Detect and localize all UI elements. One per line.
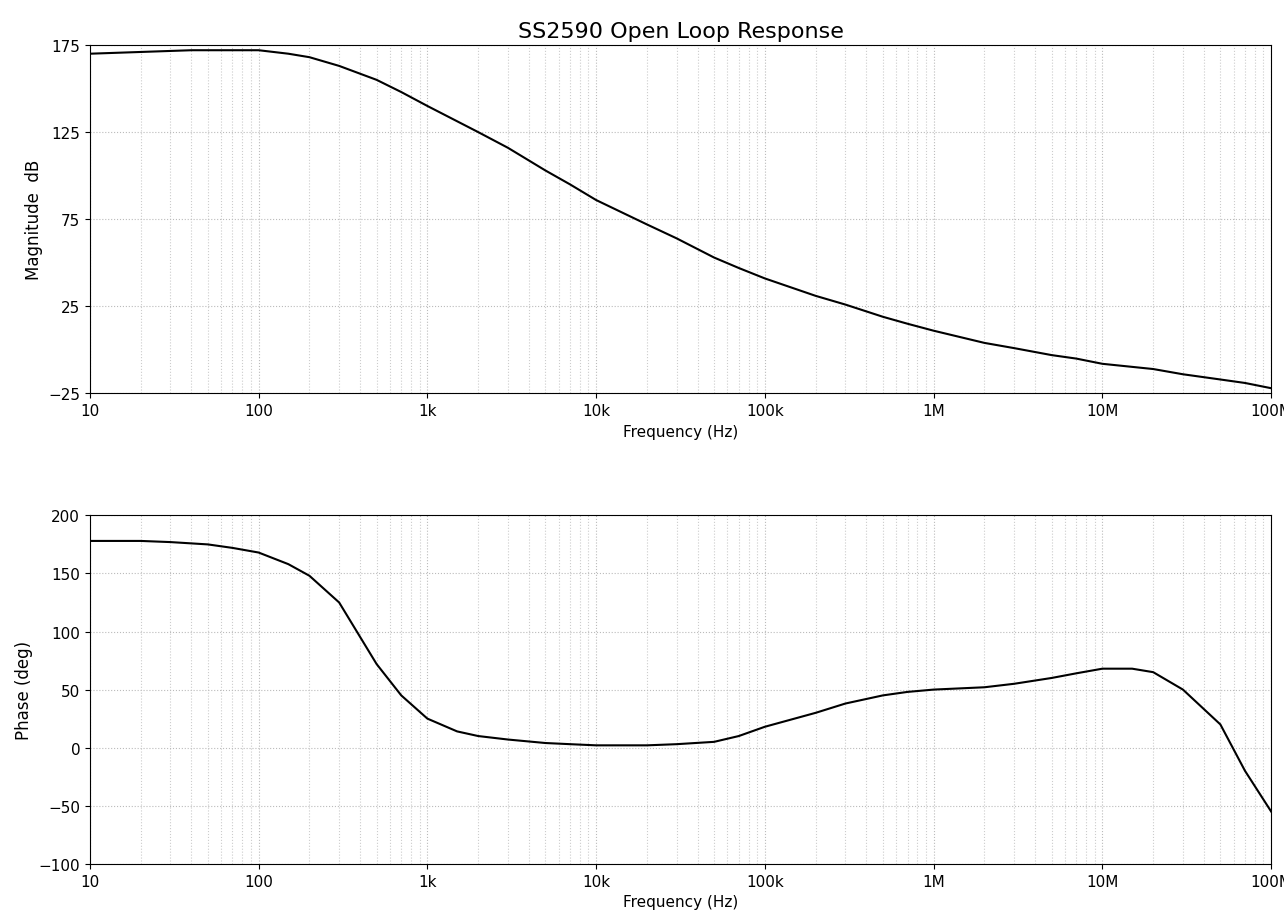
X-axis label: Frequency (Hz): Frequency (Hz)	[623, 894, 738, 909]
Y-axis label: Phase (deg): Phase (deg)	[15, 641, 33, 740]
X-axis label: Frequency (Hz): Frequency (Hz)	[623, 425, 738, 439]
Y-axis label: Magnitude  dB: Magnitude dB	[24, 160, 42, 280]
Title: SS2590 Open Loop Response: SS2590 Open Loop Response	[517, 22, 844, 41]
